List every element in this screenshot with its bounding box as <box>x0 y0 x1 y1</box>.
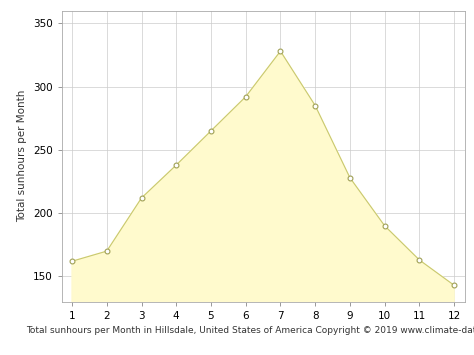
Y-axis label: Total sunhours per Month: Total sunhours per Month <box>17 90 27 222</box>
X-axis label: Total sunhours per Month in Hillsdale, United States of America Copyright © 2019: Total sunhours per Month in Hillsdale, U… <box>26 326 474 335</box>
